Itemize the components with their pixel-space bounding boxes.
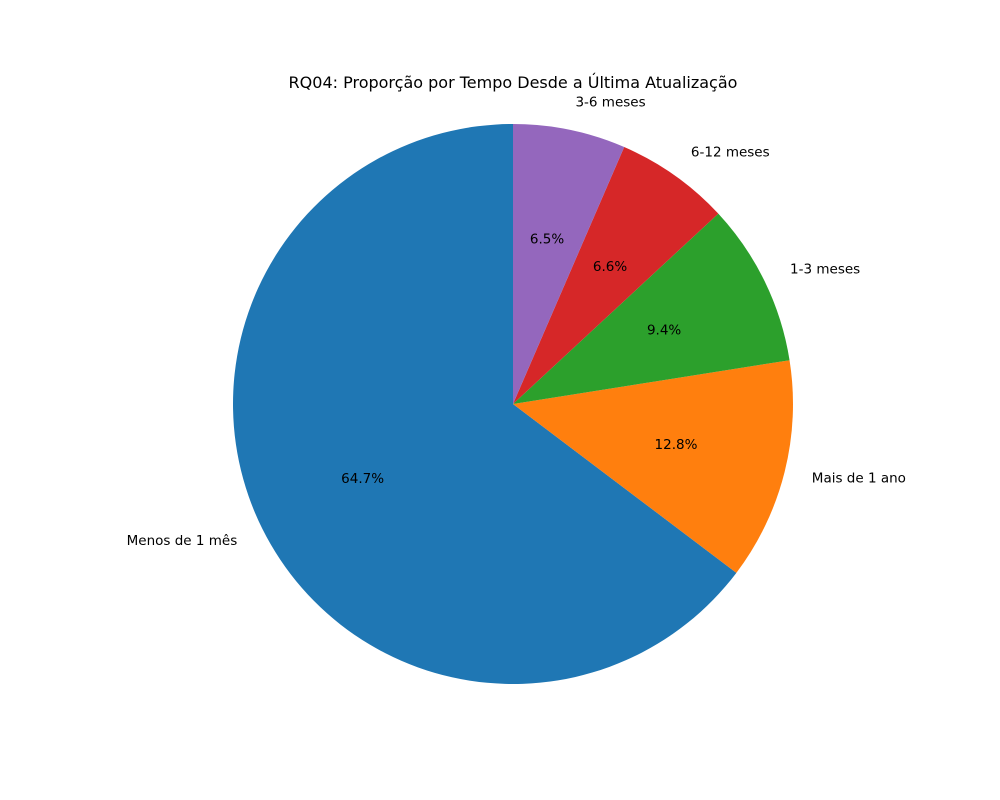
pie-slice bbox=[513, 124, 625, 404]
pie-slice bbox=[232, 124, 737, 684]
pie-slice bbox=[513, 360, 793, 573]
pie-category-label: Menos de 1 mês bbox=[127, 533, 238, 549]
pie-slices bbox=[232, 124, 793, 684]
pie-category-label: Mais de 1 ano bbox=[812, 471, 906, 487]
pie-slice bbox=[513, 213, 790, 404]
pie-category-label: 3-6 meses bbox=[575, 94, 645, 110]
pie-percent-label: 64.7% bbox=[341, 471, 384, 487]
pie-percent-label: 6.6% bbox=[593, 259, 627, 275]
pie-percent-label: 6.5% bbox=[530, 231, 564, 247]
pie-percent-label: 12.8% bbox=[655, 437, 698, 453]
pie-percent-label: 9.4% bbox=[647, 323, 681, 339]
chart-title: RQ04: Proporção por Tempo Desde a Última… bbox=[289, 73, 738, 92]
pie-category-label: 6-12 meses bbox=[691, 145, 770, 161]
pie-labels: 64.7% Menos de 1 mês 12.8% Mais de 1 ano 9.4… bbox=[127, 94, 906, 549]
pie-category-label: 1-3 meses bbox=[790, 261, 860, 277]
pie-slice bbox=[513, 147, 719, 405]
